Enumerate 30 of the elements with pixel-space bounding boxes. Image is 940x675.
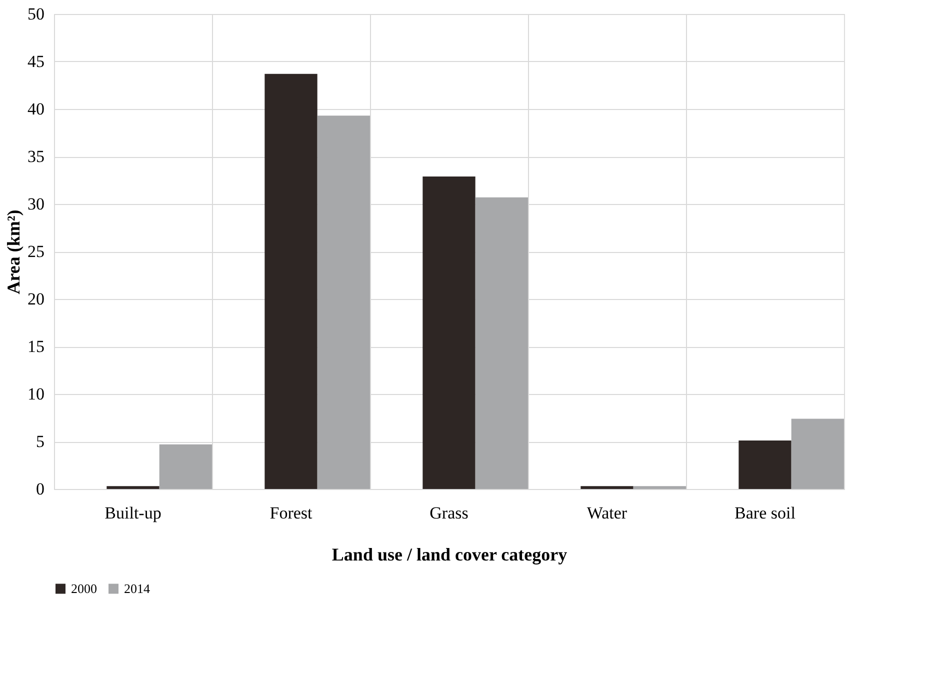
y-tick-label: 50 [28, 4, 44, 24]
y-tick-label: 10 [28, 384, 44, 404]
x-tick-label: Forest [270, 504, 313, 522]
bar [106, 486, 160, 489]
bar [264, 74, 318, 489]
y-tick-label: 35 [28, 147, 44, 166]
bar [791, 418, 844, 489]
bar [422, 176, 476, 489]
legend-label: 2014 [124, 580, 150, 596]
y-tick-label: 45 [28, 52, 44, 71]
x-tick-label: Water [586, 504, 628, 522]
bar [159, 444, 212, 489]
x-tick-label: Grass [430, 504, 468, 522]
y-tick-label: 15 [28, 337, 44, 356]
y-axis-title: Area (km²) [4, 210, 24, 294]
legend-label: 2000 [71, 580, 97, 596]
x-tick-label: Built-up [104, 504, 162, 522]
y-tick-label: 0 [36, 480, 44, 498]
y-tick-label: 20 [28, 290, 44, 308]
y-tick-label: 40 [28, 100, 44, 118]
x-tick-label: Bare soil [734, 504, 796, 522]
x-axis-title: Land use / land cover category [332, 544, 568, 564]
y-tick-label: 5 [36, 432, 44, 451]
bar [317, 116, 370, 489]
bar [738, 440, 792, 489]
bar [580, 486, 634, 489]
y-tick-label: 30 [28, 194, 44, 214]
bar [475, 197, 528, 489]
bar [633, 486, 686, 489]
y-tick-label: 25 [28, 242, 44, 261]
